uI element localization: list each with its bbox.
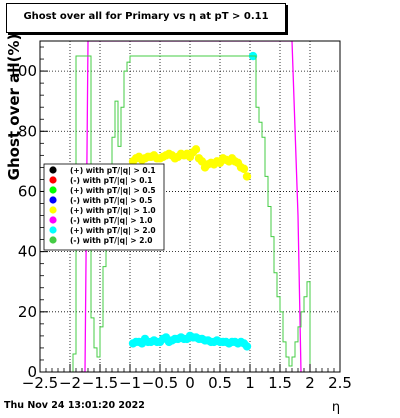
- legend-marker: [49, 186, 57, 194]
- x-tick-label: 1.5: [268, 374, 292, 392]
- legend-marker: [49, 236, 57, 244]
- legend-marker: [49, 166, 57, 174]
- data-point: [191, 145, 201, 154]
- legend-marker: [49, 196, 57, 204]
- chart-title: Ghost over all for Primary vs η at pT > …: [23, 11, 269, 22]
- x-tick-label: 0.5: [208, 374, 232, 392]
- legend-marker: [49, 216, 57, 224]
- x-tick-label: −1: [119, 374, 141, 392]
- timestamp: Thu Nov 24 13:01:20 2022: [4, 400, 145, 411]
- x-axis-label: η: [332, 400, 340, 414]
- legend-label: (+) with pT/|q| > 0.1: [70, 166, 156, 176]
- x-tick-label: −0.5: [142, 374, 178, 392]
- y-axis-label: Ghost over all(%): [5, 34, 23, 181]
- legend-box: [43, 163, 165, 251]
- legend-label: (-) with pT/|q| > 2.0: [70, 236, 152, 246]
- legend-label: (+) with pT/|q| > 1.0: [70, 206, 156, 216]
- legend-label: (-) with pT/|q| > 1.0: [70, 216, 152, 226]
- x-tick-label: 0: [185, 374, 195, 392]
- legend-marker: [49, 206, 57, 214]
- x-tick-label: −2.5: [22, 374, 58, 392]
- legend-marker: [49, 226, 57, 234]
- x-tick-label: 1: [245, 374, 255, 392]
- y-tick-label: 100: [8, 62, 37, 80]
- chart-title-box: Ghost over all for Primary vs η at pT > …: [6, 3, 286, 33]
- y-tick-label: 80: [18, 122, 37, 140]
- x-tick-label: 2: [305, 374, 315, 392]
- data-point: [242, 172, 252, 181]
- data-point: [239, 164, 249, 174]
- series-step: [70, 55, 313, 372]
- series-line: [79, 41, 302, 372]
- legend-label: (+) with pT/|q| > 0.5: [70, 186, 156, 196]
- legend-label: (-) with pT/|q| > 0.5: [70, 196, 152, 206]
- y-tick-label: 20: [18, 303, 37, 321]
- y-tick-label: 40: [18, 243, 37, 261]
- y-tick-label: 0: [27, 363, 37, 381]
- series-layer: [70, 41, 313, 372]
- legend-label: (-) with pT/|q| > 0.1: [70, 176, 152, 186]
- x-tick-label: −1.5: [82, 374, 118, 392]
- legend-marker: [49, 176, 57, 184]
- x-tick-label: −2: [59, 374, 81, 392]
- y-tick-label: 60: [18, 182, 37, 200]
- data-point: [242, 342, 252, 351]
- x-tick-label: 2.5: [328, 374, 352, 392]
- legend-label: (+) with pT/|q| > 2.0: [70, 226, 156, 236]
